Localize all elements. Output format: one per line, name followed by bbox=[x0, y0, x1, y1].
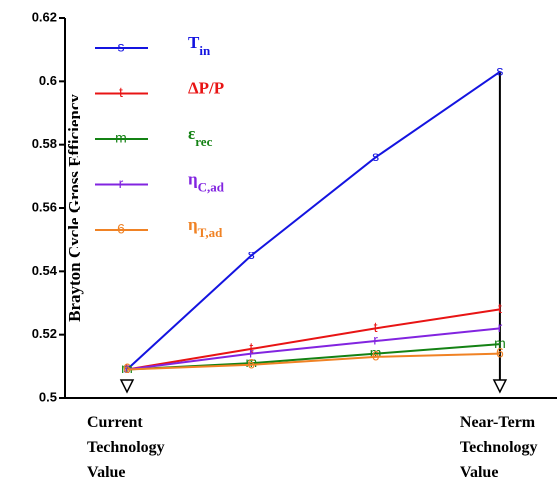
x-tick-label: Current Technology Value bbox=[87, 414, 165, 481]
y-tick-label: 0.62 bbox=[32, 9, 57, 24]
legend-label: ηT,ad bbox=[188, 215, 223, 240]
legend-name: T bbox=[188, 33, 200, 52]
x-tick-label: Near-Term Technology Value bbox=[459, 414, 538, 481]
legend-marker: 6 bbox=[117, 221, 125, 237]
legend-name: ΔP/P bbox=[188, 78, 224, 97]
legend-subscript: in bbox=[199, 43, 211, 58]
y-tick-label: 0.6 bbox=[39, 73, 57, 88]
point-marker: r bbox=[249, 344, 254, 360]
y-tick-label: 0.5 bbox=[39, 389, 57, 404]
point-marker: t bbox=[374, 319, 378, 335]
series-line bbox=[126, 352, 500, 371]
point-marker: 6 bbox=[372, 348, 380, 364]
y-tick-label: 0.56 bbox=[32, 199, 57, 214]
point-marker: s bbox=[248, 246, 255, 262]
legend-name: η bbox=[188, 215, 198, 234]
point-marker: m bbox=[370, 344, 382, 360]
point-marker: r bbox=[498, 319, 503, 335]
point-marker: t bbox=[125, 360, 129, 376]
y-tick-label: 0.52 bbox=[32, 326, 57, 341]
legend-label: Tin bbox=[188, 33, 211, 58]
legend-name: η bbox=[188, 169, 198, 188]
arrow-head bbox=[492, 379, 508, 394]
point-marker: r bbox=[125, 360, 130, 376]
point-marker: 6 bbox=[496, 344, 504, 360]
point-marker: s bbox=[124, 360, 131, 376]
legend-label: ΔP/P bbox=[188, 78, 224, 97]
legend-marker: t bbox=[119, 84, 123, 100]
legend-subscript: T,ad bbox=[198, 225, 223, 240]
point-marker: s bbox=[372, 148, 379, 164]
point-marker: s bbox=[496, 63, 503, 79]
legend-label: εrec bbox=[188, 124, 213, 149]
legend-subscript: C,ad bbox=[198, 179, 225, 194]
series-line bbox=[126, 71, 501, 371]
legend-marker: s bbox=[118, 39, 125, 55]
series-line bbox=[126, 327, 501, 371]
arrow-head bbox=[119, 379, 135, 394]
point-marker: t bbox=[498, 300, 502, 316]
point-marker: m bbox=[494, 335, 506, 351]
y-tick-label: 0.58 bbox=[32, 136, 57, 151]
point-marker: t bbox=[249, 340, 253, 356]
legend-marker: m bbox=[115, 130, 127, 146]
legend-label: ηC,ad bbox=[188, 169, 225, 194]
legend-subscript: rec bbox=[195, 134, 212, 149]
legend-marker: r bbox=[119, 175, 124, 191]
y-tick-label: 0.54 bbox=[32, 263, 58, 278]
point-marker: m bbox=[121, 360, 133, 376]
point-marker: m bbox=[245, 354, 257, 370]
series-line bbox=[126, 308, 501, 371]
point-marker: 6 bbox=[123, 360, 131, 376]
legend-name: ε bbox=[188, 124, 195, 143]
point-marker: 6 bbox=[247, 355, 255, 371]
point-marker: r bbox=[373, 332, 378, 348]
